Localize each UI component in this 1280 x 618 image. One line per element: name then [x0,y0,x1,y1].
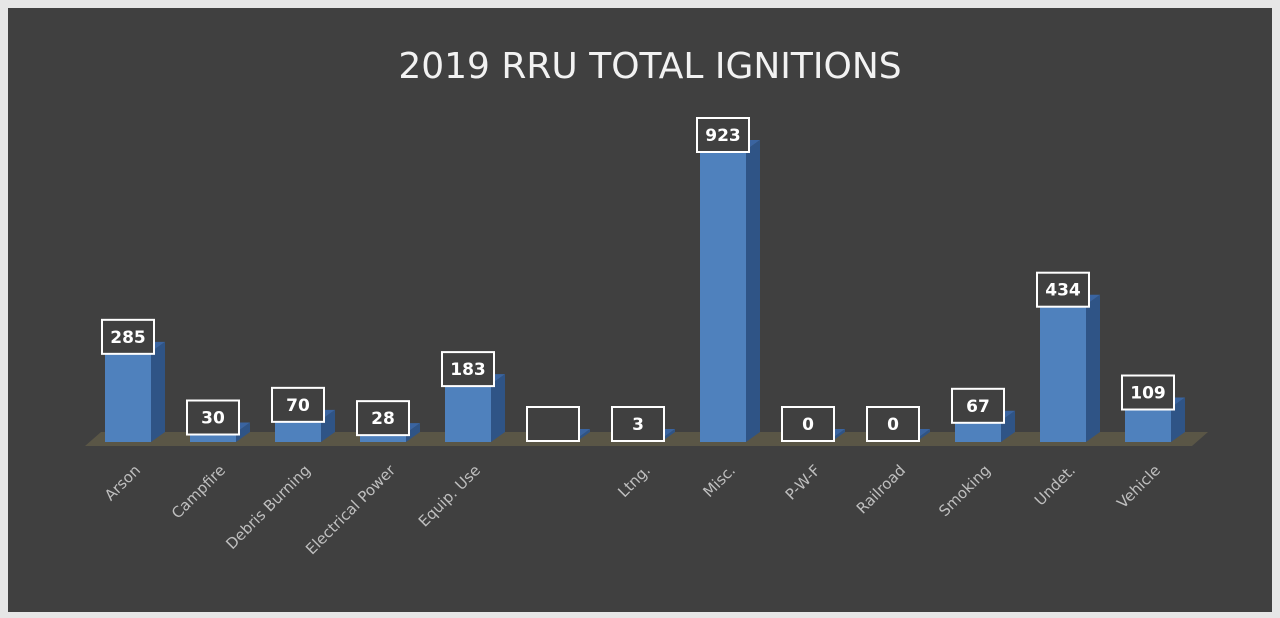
data-label-box [101,318,155,355]
chart-title: 2019 RRU TOTAL IGNITIONS [398,46,901,87]
bar-front [275,419,321,442]
data-label: 183 [450,360,486,380]
data-label: 3 [632,415,644,435]
bar-front [700,150,746,442]
data-label-box [186,399,240,436]
bar-side [746,140,760,442]
bar [1040,294,1100,442]
bar-front [1125,407,1171,442]
data-label: 67 [966,397,990,417]
data-label: 109 [1130,384,1166,404]
bar-front [360,433,406,442]
data-label: 0 [887,415,899,435]
bar [105,341,165,442]
data-label: 28 [371,409,395,429]
bar-side [1086,294,1100,442]
data-label-box [356,400,410,437]
bar [700,140,760,442]
data-label: 434 [1045,281,1081,301]
data-label-box [781,406,835,442]
bar-front [445,384,491,442]
data-label-box [271,386,325,423]
bar-front [105,351,151,442]
data-label-box [526,406,580,442]
data-label: 923 [705,126,741,146]
data-label: 70 [286,396,310,416]
bar-front [190,432,236,442]
data-label: 30 [201,409,225,429]
data-label: 285 [110,328,146,348]
bar-front [1040,304,1086,442]
bar-front [955,420,1001,442]
data-label-box [1036,271,1090,308]
data-label-box [441,351,495,388]
data-label-box [611,406,665,442]
data-label: 0 [802,415,814,435]
data-label-box [1121,374,1175,411]
bar-side [236,422,250,442]
bar-side [406,423,420,442]
bar-side [491,374,505,442]
data-label-box [866,406,920,442]
data-label-box [951,387,1005,424]
data-label-box [696,117,750,153]
bar-side [151,341,165,442]
